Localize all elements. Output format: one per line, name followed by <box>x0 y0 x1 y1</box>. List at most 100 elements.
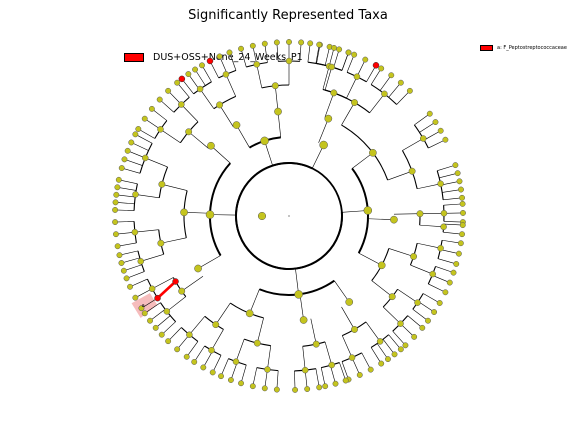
taxon-node <box>132 294 139 301</box>
taxon-node <box>264 366 271 373</box>
branch-edge <box>116 194 136 198</box>
branch-edge <box>155 315 171 329</box>
taxon-node <box>459 200 466 207</box>
branch-edge <box>115 209 135 211</box>
branch-edge <box>302 346 306 371</box>
taxon-node <box>158 331 165 338</box>
taxon-node <box>452 162 459 169</box>
branch-edge <box>324 341 333 366</box>
branch-edge <box>299 294 304 321</box>
taxon-node <box>135 126 142 132</box>
branch-edge <box>307 43 311 63</box>
branch-edge <box>119 250 139 256</box>
branch-edge <box>333 49 340 68</box>
taxon-node <box>442 136 449 143</box>
taxon-node <box>376 338 384 345</box>
branch-edge <box>166 296 186 312</box>
branch-edge <box>316 44 321 64</box>
taxon-node <box>319 140 328 150</box>
taxon-node <box>112 199 119 206</box>
taxon-node <box>205 210 215 219</box>
branch-edge <box>428 283 446 293</box>
taxon-node <box>312 340 320 348</box>
taxon-node <box>458 186 464 193</box>
branch-edge <box>341 52 349 71</box>
taxon-node <box>437 244 444 252</box>
branch-edge <box>210 145 231 164</box>
branch-edge <box>124 159 143 166</box>
enriched-node <box>178 75 186 83</box>
branch-arc <box>209 162 232 256</box>
branch-edge <box>135 194 160 199</box>
taxon-node <box>128 139 135 146</box>
taxon-node <box>324 114 333 123</box>
taxon-node <box>118 165 125 171</box>
taxon-node <box>436 300 443 306</box>
taxon-node <box>286 39 292 45</box>
branch-edge <box>330 365 336 384</box>
branch-edge <box>161 184 188 191</box>
taxon-node <box>378 360 385 367</box>
branch-edge <box>417 183 441 190</box>
taxon-node <box>457 240 464 247</box>
branch-edge <box>443 231 463 235</box>
branch-edge <box>382 339 395 355</box>
taxon-node <box>212 321 220 329</box>
branch-edge <box>423 293 440 304</box>
branch-edge <box>193 345 205 363</box>
taxon-node <box>194 264 202 273</box>
branch-edge <box>442 239 461 244</box>
taxon-node <box>148 105 155 112</box>
taxon-node <box>138 305 145 312</box>
taxon-node <box>388 72 395 79</box>
branch-edge <box>176 82 190 98</box>
taxon-node <box>142 154 149 162</box>
legend-swatch-red <box>124 53 144 62</box>
branch-edge <box>203 350 213 368</box>
branch-edge <box>322 66 330 90</box>
cladogram-labels: a <box>142 303 145 309</box>
taxon-node <box>124 147 131 154</box>
branch-edge <box>230 362 238 381</box>
branch-edge <box>220 358 229 377</box>
branch-edge <box>159 99 175 113</box>
branch-edge <box>346 54 355 73</box>
taxon-node <box>356 372 363 378</box>
taxon-node <box>419 324 426 331</box>
taxon-node <box>285 57 293 65</box>
class-legend: DUS+OSS+None_24_Weeks_P1 <box>124 52 303 63</box>
branch-edge <box>249 289 260 314</box>
taxon-node <box>257 211 267 221</box>
taxon-node <box>178 101 185 108</box>
branch-edge <box>219 56 228 74</box>
clade-key-legend: a: F_Peptostreptococcaceae <box>480 45 567 51</box>
enriched-node <box>372 62 380 69</box>
branch-edge <box>439 172 458 179</box>
branch-edge <box>370 68 382 85</box>
branch-edge <box>388 248 414 257</box>
branch-edge <box>121 257 140 264</box>
branch-edge <box>324 46 330 66</box>
taxon-node <box>113 191 120 198</box>
branch-edge <box>318 118 329 143</box>
taxon-node <box>147 317 153 324</box>
branch-edge <box>117 186 137 191</box>
branch-edge <box>402 138 424 151</box>
branch-edge <box>388 334 402 350</box>
branch-edge <box>240 48 247 68</box>
branch-edge <box>197 255 221 269</box>
taxon-node <box>226 49 233 56</box>
branch-edge <box>184 212 211 214</box>
branch-edge <box>215 302 231 325</box>
taxon-node <box>446 279 453 286</box>
taxon-node <box>316 41 323 48</box>
branch-edge <box>339 362 346 381</box>
legend-label: DUS+OSS+None_24_Weeks_P1 <box>153 52 303 63</box>
branch-edge <box>235 338 245 362</box>
taxon-node <box>174 79 181 86</box>
taxon-node <box>362 56 369 63</box>
branch-edge <box>276 42 279 62</box>
taxon-node <box>426 110 433 117</box>
branch-edge <box>118 179 138 185</box>
branch-edge <box>443 221 463 223</box>
